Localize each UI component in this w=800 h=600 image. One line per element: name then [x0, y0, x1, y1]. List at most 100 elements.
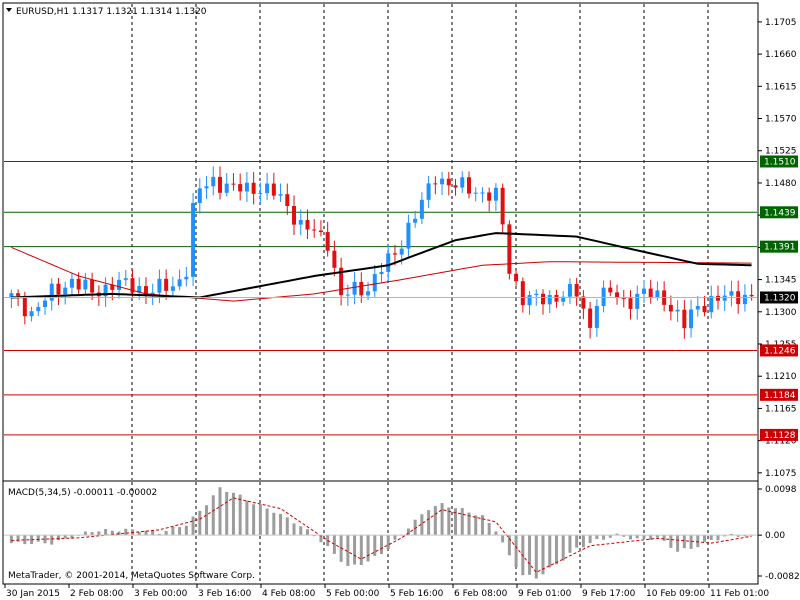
macd-bar: [682, 535, 686, 549]
candle-body: [419, 199, 424, 219]
macd-bar: [723, 535, 727, 537]
price-axis-label: 1.1120: [765, 437, 797, 447]
macd-bar: [23, 535, 27, 545]
macd-bar: [541, 535, 545, 575]
macd-bar: [568, 535, 572, 553]
time-axis-label: 4 Feb 08:00: [262, 589, 316, 599]
time-axis-label: 30 Jan 2015: [6, 589, 60, 599]
candle-body: [366, 291, 371, 296]
candle-body: [359, 281, 364, 296]
candle-body: [332, 250, 337, 268]
price-axis-label: 1.1525: [765, 147, 797, 157]
macd-bar: [709, 535, 713, 540]
current-price-label: 1.1320: [764, 293, 796, 303]
price-axis-label: 1.1660: [765, 50, 797, 60]
macd-bar: [480, 515, 484, 536]
candle-body: [271, 183, 276, 196]
symbol-dropdown-icon[interactable]: [6, 8, 12, 12]
candle-body: [500, 187, 505, 225]
macd-bar: [642, 535, 646, 539]
candles: [9, 166, 754, 339]
time-axis-label: 3 Feb 00:00: [134, 589, 188, 599]
candle-body: [170, 286, 175, 291]
candle-body: [164, 278, 169, 291]
macd-bar: [70, 535, 74, 539]
macd-bar: [420, 514, 424, 536]
macd-bar: [43, 535, 47, 544]
macd-bar: [346, 535, 350, 566]
candle-body: [90, 279, 95, 293]
copyright-text: MetaTrader, © 2001-2014, MetaQuotes Soft…: [8, 571, 255, 581]
level-tag-bg: [760, 240, 798, 253]
macd-bar: [534, 535, 538, 579]
price-axis-label: 1.1165: [765, 404, 797, 414]
macd-bar: [514, 535, 518, 568]
level-tag-label: 1.1246: [764, 346, 796, 356]
price-axis-label: 1.1615: [765, 82, 797, 92]
macd-bar: [178, 527, 182, 536]
candle-body: [379, 271, 384, 275]
macd-bar: [689, 535, 693, 549]
candle-body: [130, 278, 135, 293]
macd-bar: [595, 535, 599, 539]
candle-body: [325, 232, 330, 251]
level-tag-bg: [760, 206, 798, 219]
macd-bar: [245, 500, 249, 536]
time-axis: 30 Jan 2015 2 Feb 08:00 3 Feb 00:00 3 Feb 1…: [4, 584, 769, 599]
candle-body: [278, 194, 283, 196]
macd-bar: [56, 535, 60, 541]
candle-body: [123, 278, 128, 280]
candle-body: [460, 177, 465, 188]
candle-body: [588, 308, 593, 328]
candle-body: [433, 183, 438, 185]
macd-bar: [36, 535, 40, 542]
macd-bar: [164, 530, 168, 536]
macd-bar: [736, 535, 740, 537]
candle-body: [191, 203, 196, 277]
macd-bar: [97, 531, 101, 536]
macd-bar: [427, 510, 431, 536]
candle-body: [251, 182, 256, 194]
level-tag-bg: [760, 344, 798, 357]
candle-body: [541, 293, 546, 305]
macd-bar: [474, 515, 478, 536]
macd-bar: [198, 510, 202, 536]
macd-bar: [501, 535, 505, 543]
macd-bar: [608, 535, 612, 538]
candle-body: [520, 281, 525, 306]
candle-body: [217, 176, 222, 193]
price-panel[interactable]: [2, 2, 759, 482]
macd-bar: [63, 535, 67, 539]
macd-bar: [669, 535, 673, 548]
macd-bar: [171, 526, 175, 536]
macd-bar: [460, 508, 464, 536]
candle-body: [76, 278, 81, 290]
macd-bar: [373, 535, 377, 556]
candle-body: [641, 288, 646, 294]
macd-bar: [9, 535, 13, 544]
candle-body: [43, 300, 48, 308]
candle-body: [487, 192, 492, 201]
macd-bar: [285, 517, 289, 536]
macd-bar: [662, 535, 666, 541]
macd-bar: [635, 535, 639, 539]
macd-bar: [225, 491, 229, 536]
time-axis-label: 2 Feb 08:00: [70, 589, 124, 599]
candle-body: [305, 220, 310, 230]
candle-body: [446, 178, 451, 186]
candle-body: [49, 283, 54, 301]
macd-bar: [83, 531, 87, 536]
macd-bar: [110, 530, 114, 536]
macd-bar: [467, 512, 471, 536]
macd-bar: [137, 532, 141, 536]
macd-bar: [359, 535, 363, 566]
time-axis-label: 3 Feb 16:00: [198, 589, 252, 599]
macd-bar: [676, 535, 680, 552]
macd-bar: [265, 508, 269, 536]
candle-body: [615, 292, 620, 298]
time-axis-label: 9 Feb 01:00: [518, 589, 572, 599]
candle-body: [265, 183, 270, 194]
candle-body: [197, 188, 202, 204]
candle-body: [594, 305, 599, 328]
